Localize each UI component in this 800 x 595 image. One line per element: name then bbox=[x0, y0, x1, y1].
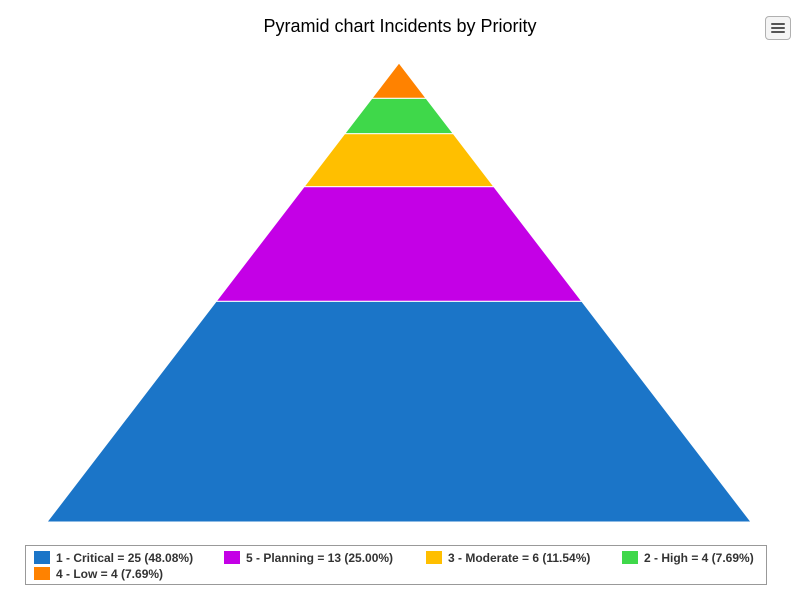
pyramid-segment-critical[interactable] bbox=[45, 300, 753, 523]
legend-swatch-moderate bbox=[426, 551, 442, 564]
legend-label-planning: 5 - Planning = 13 (25.00%) bbox=[246, 551, 394, 565]
pyramid-plot bbox=[45, 62, 753, 523]
pyramid-segment-moderate[interactable] bbox=[303, 133, 495, 188]
legend-label-moderate: 3 - Moderate = 6 (11.54%) bbox=[448, 551, 591, 565]
pyramid-segment-low[interactable] bbox=[370, 62, 428, 99]
legend: 1 - Critical = 25 (48.08%) 5 - Planning … bbox=[25, 545, 767, 585]
legend-swatch-low bbox=[34, 567, 50, 580]
chart-menu-button[interactable] bbox=[765, 16, 791, 40]
legend-swatch-planning bbox=[224, 551, 240, 564]
legend-swatch-critical bbox=[34, 551, 50, 564]
hamburger-menu-icon bbox=[771, 23, 785, 25]
legend-label-high: 2 - High = 4 (7.69%) bbox=[644, 551, 754, 565]
legend-swatch-high bbox=[622, 551, 638, 564]
legend-label-low: 4 - Low = 4 (7.69%) bbox=[56, 567, 164, 581]
legend-label-critical: 1 - Critical = 25 (48.08%) bbox=[56, 551, 194, 565]
pyramid-segment-planning[interactable] bbox=[215, 186, 583, 302]
pyramid-segment-high[interactable] bbox=[343, 97, 455, 135]
chart-title: Pyramid chart Incidents by Priority bbox=[263, 16, 537, 36]
